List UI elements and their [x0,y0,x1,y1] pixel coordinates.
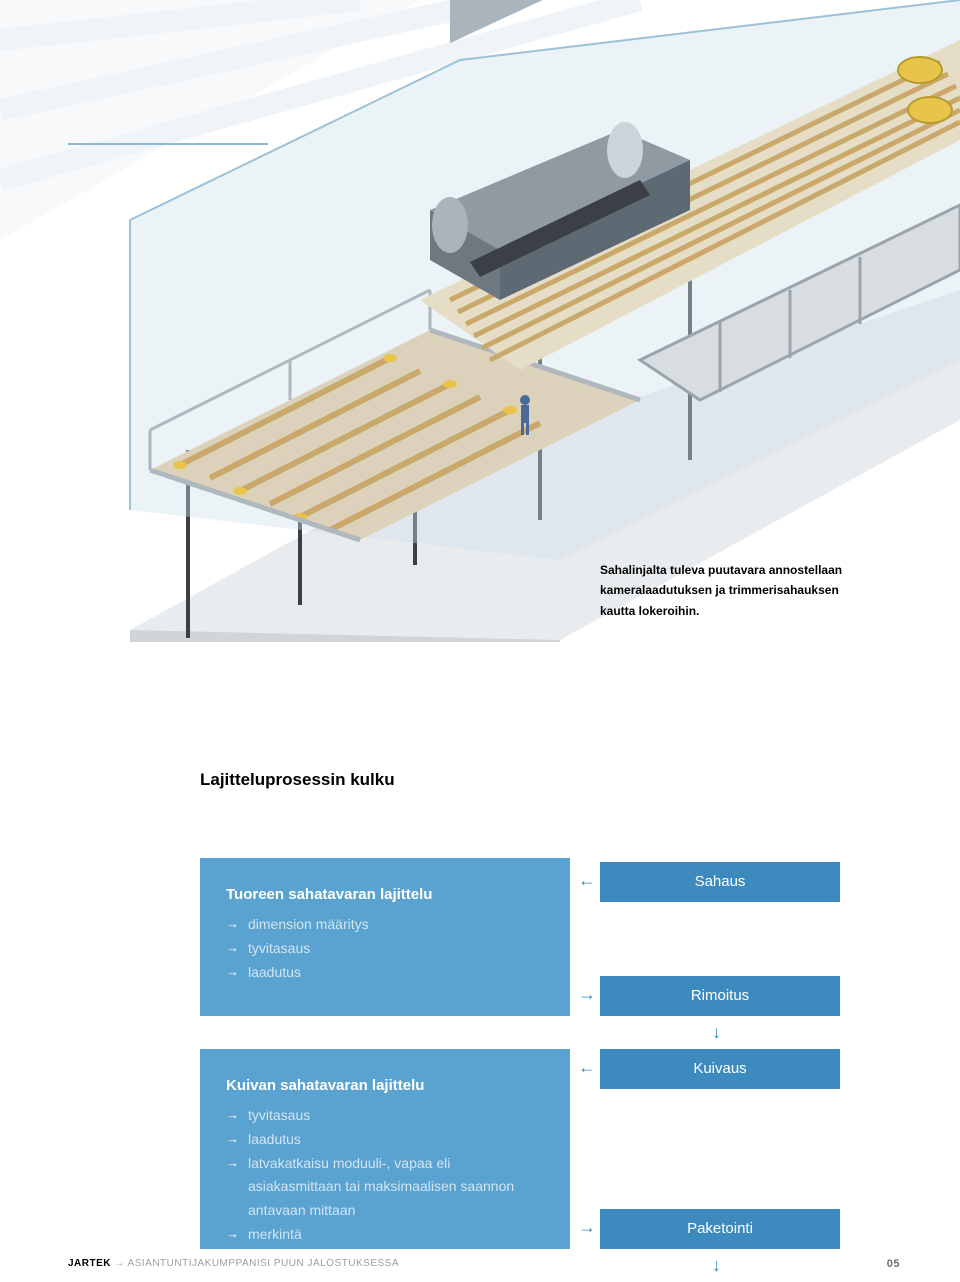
footer-brand: JARTEK [68,1258,111,1269]
box2-heading: Kuivan sahatavaran lajittelu [226,1077,544,1094]
arrow-left-icon: ← [578,870,596,891]
page-number: 05 [887,1258,900,1270]
arrow-left-icon: ← [578,1057,596,1078]
box1-heading: Tuoreen sahatavaran lajittelu [226,886,544,903]
list-item: laadutus [226,961,544,985]
arrow-right-icon: → [114,1258,127,1269]
flow-step-rimoitus: Rimoitus [600,976,840,1016]
box1-list: dimension määritys tyvitasaus laadutus [226,913,544,984]
flow-box-fresh-sorting: Tuoreen sahatavaran lajittelu dimension … [200,858,570,1016]
accent-line [68,143,268,145]
flow-step-kuivaus: Kuivaus [600,1049,840,1089]
flow-title: Lajitteluprosessin kulku [200,770,900,790]
footer-tagline: ASIANTUNTIJAKUMPPANISI PUUN JALOSTUKSESS… [128,1258,399,1269]
list-item: merkintä [226,1223,544,1247]
list-item: tyvitasaus [226,937,544,961]
page-footer: JARTEK → ASIANTUNTIJAKUMPPANISI PUUN JAL… [68,1258,900,1270]
flow-box-dry-sorting: Kuivan sahatavaran lajittelu tyvitasaus … [200,1049,570,1249]
flowchart: Lajitteluprosessin kulku Tuoreen sahatav… [200,770,900,810]
list-item: latvakatkaisu moduuli-, vapaa eli asiaka… [226,1152,544,1223]
arrow-right-icon: → [578,1217,596,1238]
diagram-caption: Sahalinjalta tuleva puutavara annostella… [600,560,860,621]
list-item: laadutus [226,1128,544,1152]
arrow-down-icon: ↓ [712,1022,721,1043]
flow-step-sahaus: Sahaus [600,862,840,902]
box2-list: tyvitasaus laadutus latvakatkaisu moduul… [226,1104,544,1247]
flow-step-paketointi: Paketointi [600,1209,840,1249]
arrow-right-icon: → [578,984,596,1005]
list-item: dimension määritys [226,913,544,937]
list-item: tyvitasaus [226,1104,544,1128]
